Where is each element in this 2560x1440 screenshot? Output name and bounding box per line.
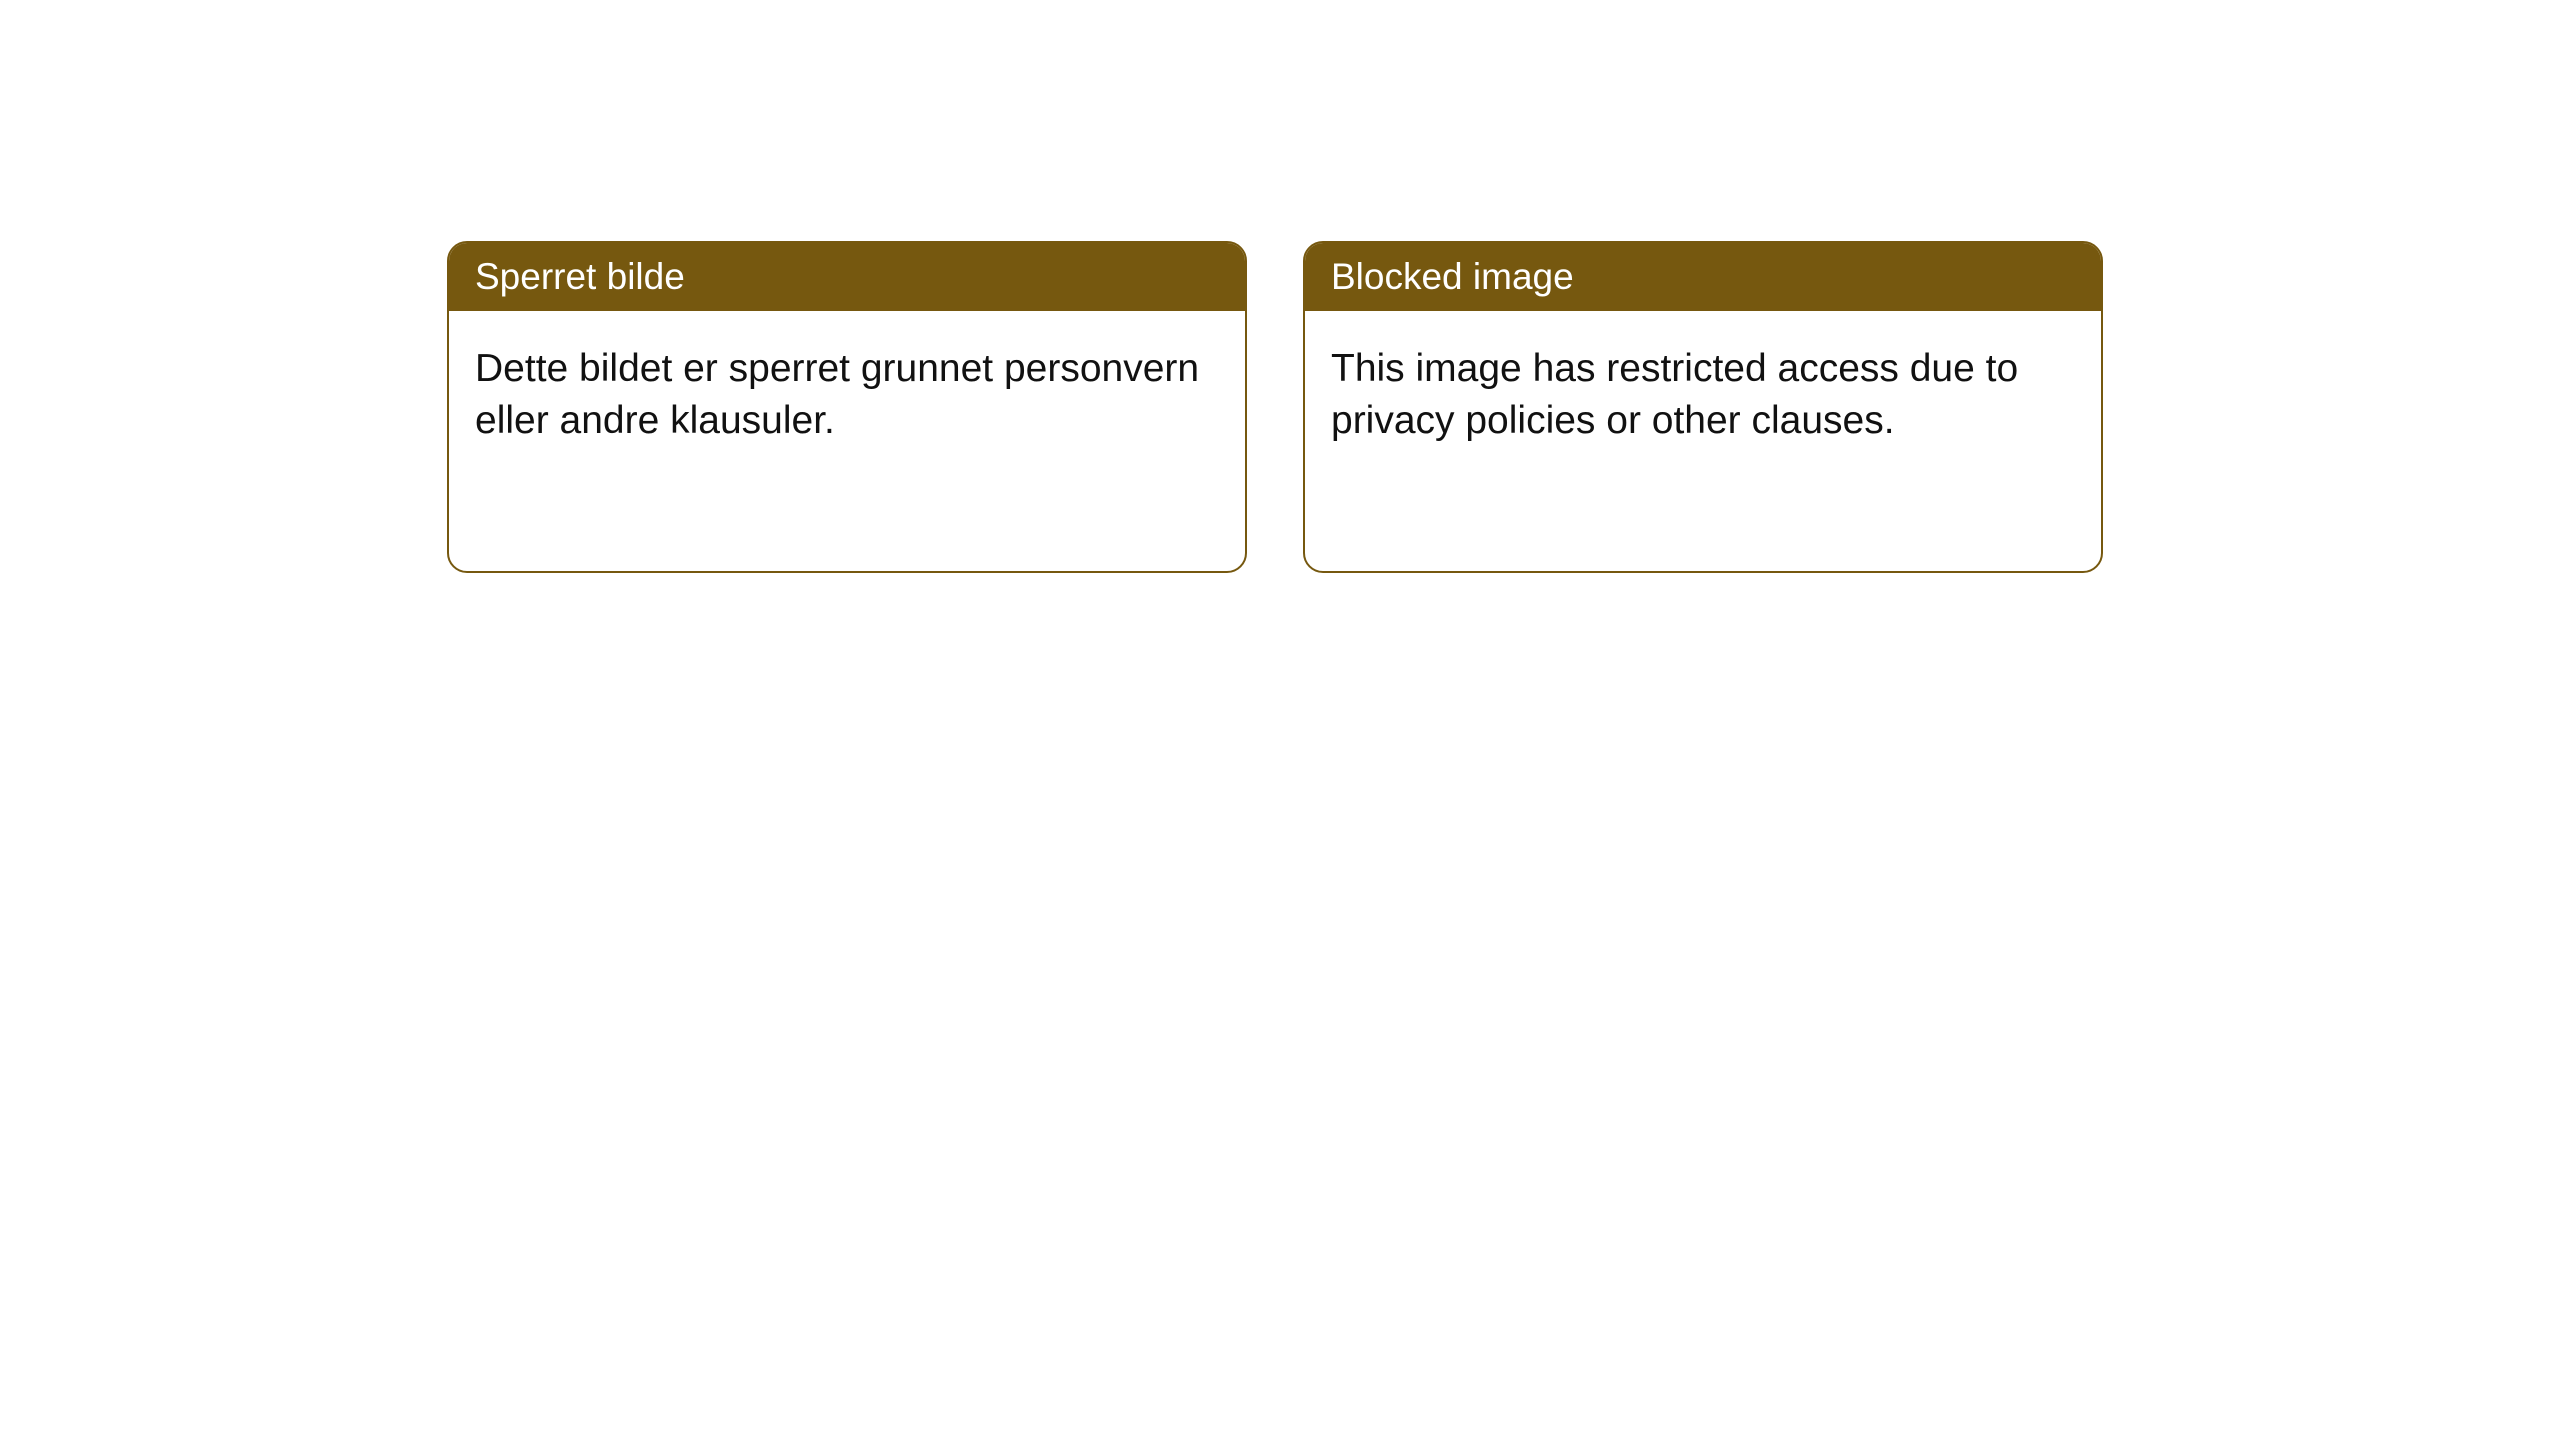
notice-card-header: Sperret bilde	[449, 243, 1245, 311]
notice-cards-container: Sperret bilde Dette bildet er sperret gr…	[447, 241, 2103, 573]
notice-card-text: Dette bildet er sperret grunnet personve…	[475, 343, 1219, 446]
notice-card-text: This image has restricted access due to …	[1331, 343, 2075, 446]
notice-card-no: Sperret bilde Dette bildet er sperret gr…	[447, 241, 1247, 573]
notice-card-body: Dette bildet er sperret grunnet personve…	[449, 311, 1245, 478]
notice-card-en: Blocked image This image has restricted …	[1303, 241, 2103, 573]
notice-card-title: Blocked image	[1331, 256, 1574, 297]
notice-card-header: Blocked image	[1305, 243, 2101, 311]
notice-card-title: Sperret bilde	[475, 256, 685, 297]
notice-card-body: This image has restricted access due to …	[1305, 311, 2101, 478]
